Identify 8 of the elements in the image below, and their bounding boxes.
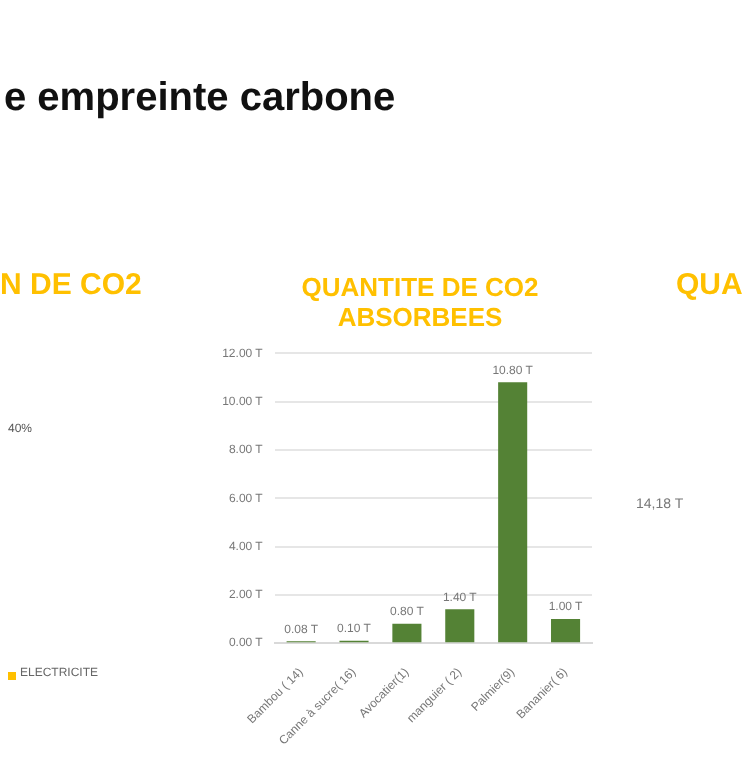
bar — [498, 382, 528, 643]
text: N DE CO2 — [0, 268, 142, 302]
bar — [551, 619, 581, 643]
bar — [392, 623, 422, 643]
bar — [445, 609, 475, 643]
text: e empreinte carbone — [4, 76, 396, 122]
text: QUA — [676, 268, 743, 302]
chart-title: QUANTITE DE CO2 ABSORBEES — [299, 272, 541, 332]
